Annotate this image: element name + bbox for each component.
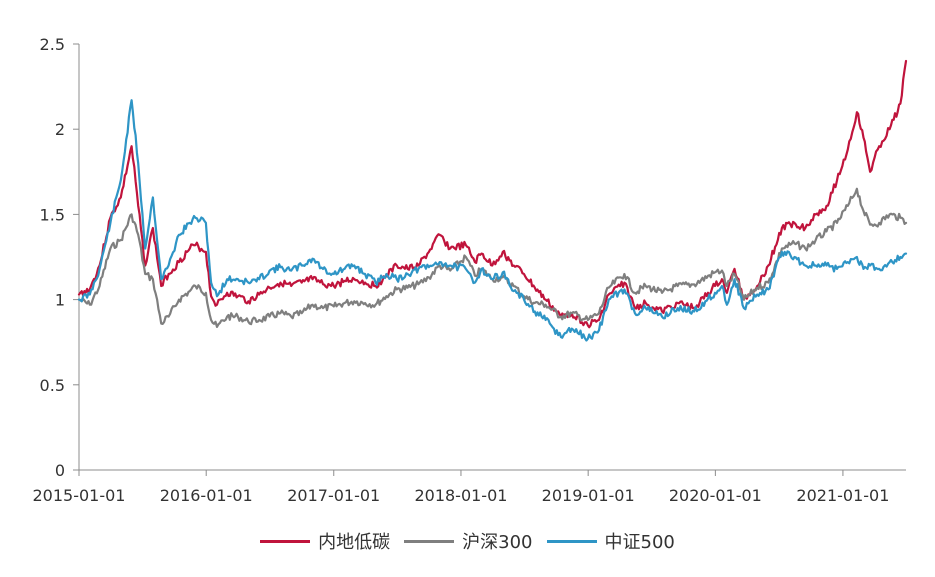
line-chart: 0 0.5 1 1.5 2 2.5 2015-01-01 2016-01-01 2017-01…: [33, 35, 908, 505]
y-tick-label: 0.5: [40, 376, 65, 395]
y-tick-label: 0: [55, 461, 65, 480]
legend-swatch: [404, 539, 455, 543]
legend-label: 中证500: [604, 532, 675, 553]
y-axis: 0 0.5 1 1.5 2 2.5: [40, 35, 80, 480]
legend: 内地低碳 沪深300 中证500: [0, 526, 935, 556]
y-tick-label: 1.5: [40, 205, 65, 224]
x-tick-label: 2020-01-01: [669, 486, 762, 505]
y-tick-label: 1: [55, 291, 65, 310]
x-tick-label: 2018-01-01: [414, 486, 507, 505]
legend-swatch: [546, 539, 597, 543]
x-tick-label: 2015-01-01: [33, 486, 126, 505]
legend-item: 内地低碳: [260, 528, 390, 554]
x-tick-label: 2021-01-01: [796, 486, 889, 505]
series-layer: [77, 59, 908, 342]
y-tick-label: 2.5: [40, 35, 65, 54]
legend-label: 内地低碳: [318, 532, 391, 553]
y-tick-label: 2: [55, 120, 65, 139]
legend-item: 沪深300: [404, 528, 533, 554]
series-line-2: [77, 187, 908, 328]
x-tick-label: 2016-01-01: [160, 486, 253, 505]
legend-label: 沪深300: [462, 532, 533, 553]
x-axis: 2015-01-01 2016-01-01 2017-01-01 2018-01-01…: [33, 469, 906, 505]
legend-item: 中证500: [546, 528, 675, 554]
x-tick-label: 2017-01-01: [287, 486, 380, 505]
x-tick-label: 2019-01-01: [542, 486, 635, 505]
series-line-3: [77, 99, 908, 342]
legend-swatch: [260, 539, 311, 543]
series-line-1: [77, 59, 908, 329]
